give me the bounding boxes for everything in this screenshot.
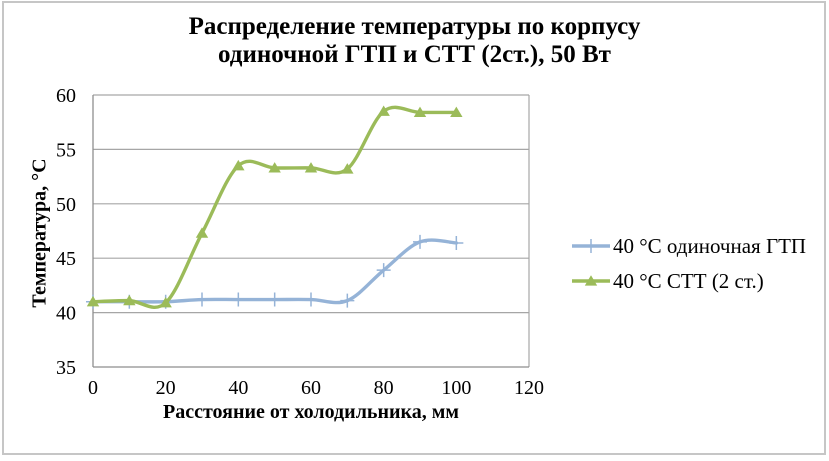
x-tick-label-20: 20: [156, 377, 176, 399]
y-tick-label-60: 60: [56, 85, 76, 107]
y-tick-label-55: 55: [56, 139, 76, 161]
series-1-point-2-triangle-marker-icon: [159, 297, 172, 308]
y-tick-label-35: 35: [56, 357, 76, 379]
x-tick-label-100: 100: [441, 377, 471, 399]
chart-title: Распределение температуры по корпусу оди…: [0, 13, 829, 69]
y-tick-label-45: 45: [56, 248, 76, 270]
x-tick-label-0: 0: [88, 377, 98, 399]
series-0-point-6-plus-marker-icon: [304, 292, 318, 307]
x-tick-label-80: 80: [374, 377, 394, 399]
series-1-point-7-triangle-marker-icon: [341, 163, 354, 174]
series-1-point-6-triangle-marker-icon: [304, 162, 318, 173]
series-1-point-1-triangle-marker-icon: [123, 294, 136, 306]
series-1-point-10-triangle-marker-icon: [450, 106, 463, 118]
series-line-1: [91, 105, 459, 309]
chart-title-line1: Распределение температуры по корпусу: [188, 13, 641, 40]
x-tick-label-40: 40: [228, 377, 248, 399]
series-1-point-3-triangle-marker-icon: [195, 227, 209, 238]
series-0-point-5-plus-marker-icon: [267, 292, 282, 307]
series-0-point-9-plus-marker-icon: [413, 234, 427, 249]
x-tick-label-120: 120: [514, 377, 544, 399]
series-0-point-10-plus-marker-icon: [449, 235, 464, 250]
x-axis-title: Расстояние от холодильника, мм: [162, 401, 460, 423]
series-0-point-4-plus-marker-icon: [231, 292, 246, 307]
y-axis-title: Температура, °С: [28, 158, 51, 308]
legend-item-label-0: 40 °С одиночная ГТП: [613, 234, 806, 258]
y-tick-label-50: 50: [56, 194, 76, 216]
series-1-point-9-triangle-marker-icon: [413, 106, 427, 118]
x-tick-label-60: 60: [301, 377, 321, 399]
series-0-point-7-plus-marker-icon: [340, 293, 355, 308]
series-0-point-8-plus-marker-icon: [376, 263, 391, 278]
legend-item-label-1: 40 °С СТТ (2 ст.): [613, 269, 764, 293]
series-0-point-3-plus-marker-icon: [195, 292, 209, 307]
series-1-point-8-triangle-marker-icon: [377, 105, 390, 116]
series-1-point-4-triangle-marker-icon: [232, 159, 245, 171]
series-1-point-0-triangle-marker-icon: [86, 295, 100, 307]
chart-title-line2: одиночной ГТП и СТТ (2ст.), 50 Вт: [218, 41, 611, 68]
y-tick-label-40: 40: [56, 303, 76, 325]
series-1-point-5-triangle-marker-icon: [268, 162, 281, 173]
legend-0-plus-marker-icon: [584, 239, 598, 253]
legend-1-triangle-marker-icon: [584, 275, 598, 286]
chart-frame: [2, 1, 826, 455]
